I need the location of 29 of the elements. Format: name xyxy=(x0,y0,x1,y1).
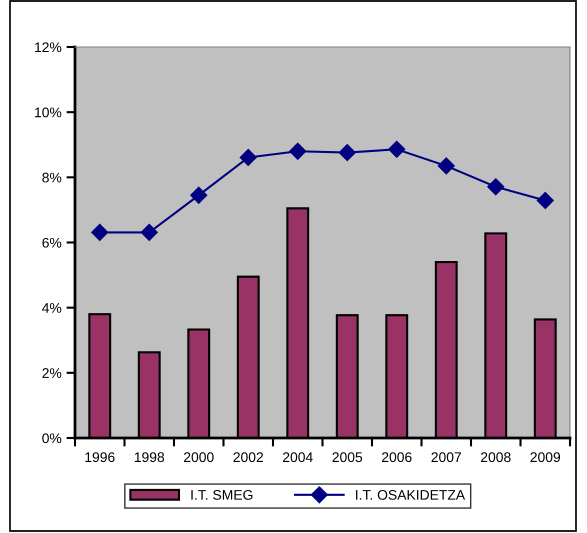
x-tick-label: 1996 xyxy=(85,452,115,462)
x-tick-label: 2005 xyxy=(332,452,362,462)
x-tick-label: 1998 xyxy=(134,452,164,462)
point xyxy=(388,140,406,158)
legend-label: I.T. OSAKIDETZA xyxy=(356,490,466,500)
x-tick-label: 2008 xyxy=(481,452,511,462)
x-tick-label: 2007 xyxy=(432,452,462,462)
point xyxy=(438,157,455,174)
y-tick-label: 2% xyxy=(42,368,62,378)
y-tick-label: 12% xyxy=(35,42,62,52)
point xyxy=(289,142,306,160)
y-tick-label: 0% xyxy=(42,433,62,444)
y-tick-label: 10% xyxy=(35,108,62,118)
y-tick-label: 8% xyxy=(42,172,62,183)
x-tick-label: 2000 xyxy=(184,452,214,462)
y-tick-label: 6% xyxy=(42,238,62,248)
point xyxy=(487,178,504,196)
x-tick-label: 2006 xyxy=(382,452,412,462)
point xyxy=(338,144,356,162)
point xyxy=(240,148,257,166)
x-tick-label: 2004 xyxy=(283,452,313,462)
point xyxy=(91,224,108,241)
y-tick-label: 4% xyxy=(42,303,62,313)
x-tick-label: 2002 xyxy=(234,452,264,462)
legend-label: I.T. SMEG xyxy=(191,490,252,500)
point xyxy=(140,224,158,241)
x-tick-label: 2009 xyxy=(530,452,560,462)
point xyxy=(190,186,208,204)
point xyxy=(536,192,554,210)
